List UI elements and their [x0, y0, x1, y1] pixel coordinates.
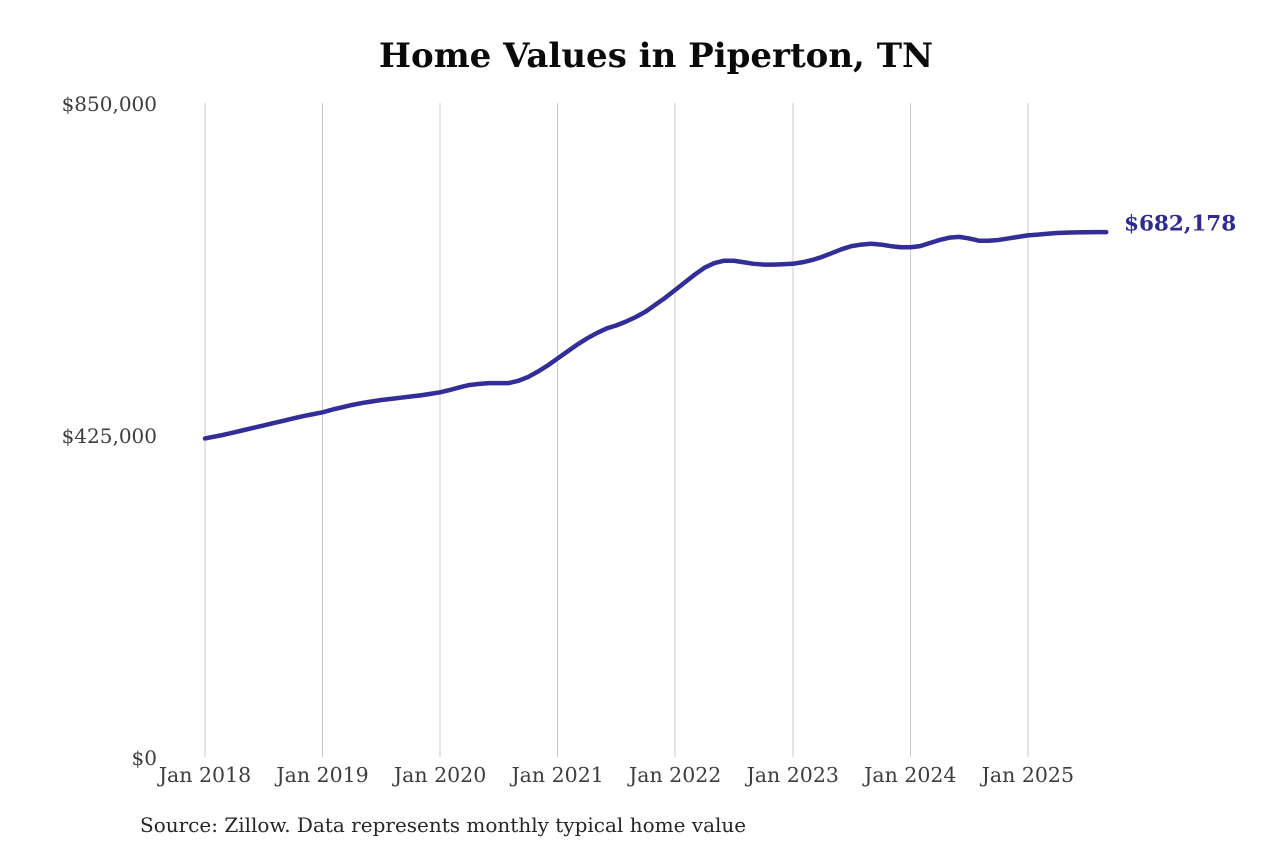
- x-axis-tick-label: Jan 2019: [276, 763, 369, 787]
- x-axis-tick-label: Jan 2018: [158, 763, 252, 787]
- y-axis-tick-label: $850,000: [61, 92, 157, 116]
- y-axis-tick-label: $0: [131, 746, 157, 770]
- chart-title: Home Values in Piperton, TN: [378, 36, 934, 76]
- x-axis-tick-label: Jan 2022: [629, 763, 722, 787]
- source-note: Source: Zillow. Data represents monthly …: [140, 813, 747, 837]
- x-axis-tick-label: Jan 2025: [981, 763, 1075, 787]
- x-axis-tick-label: Jan 2023: [746, 763, 839, 787]
- y-axis-tick-label: $425,000: [61, 424, 157, 448]
- x-axis-tick-label: Jan 2020: [393, 763, 487, 787]
- value-end-label: $682,178: [1124, 211, 1237, 237]
- x-axis-tick-label: Jan 2024: [864, 763, 957, 787]
- x-axis-tick-label: Jan 2021: [511, 763, 604, 787]
- home-value-line: [202, 229, 1109, 441]
